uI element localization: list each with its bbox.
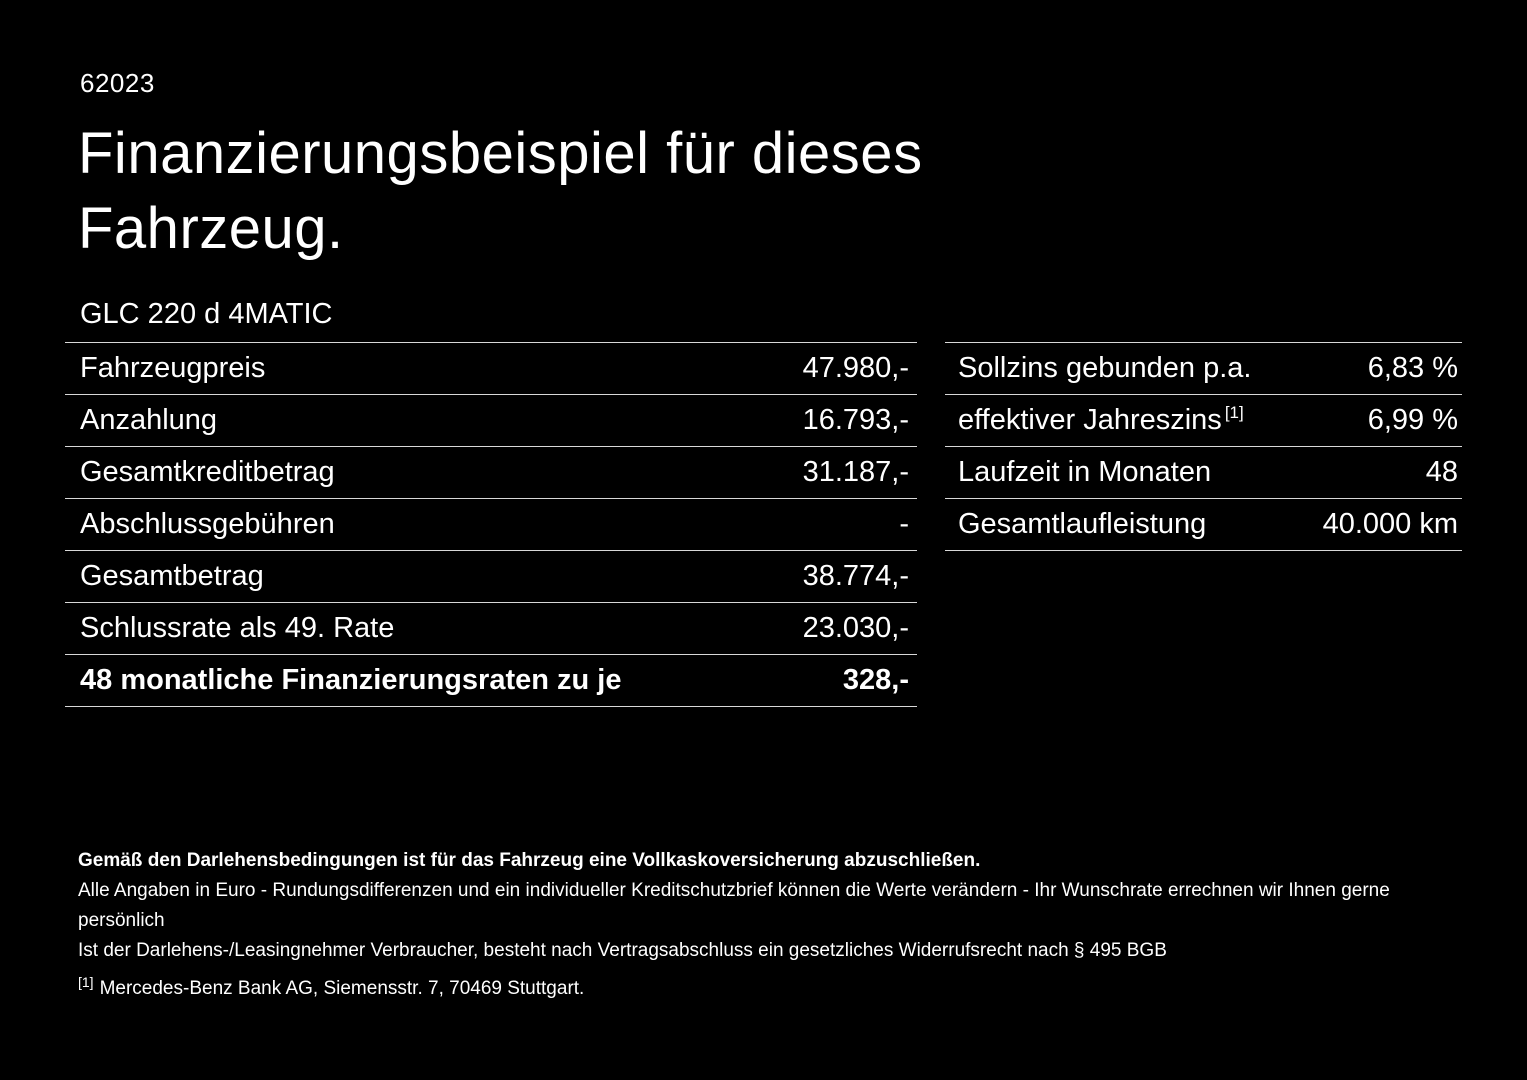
page-title-line1: Finanzierungsbeispiel für dieses — [78, 121, 923, 186]
row-label-text: effektiver Jahreszins — [958, 404, 1222, 436]
financing-table: Fahrzeugpreis 47.980,- Anzahlung 16.793,… — [65, 342, 917, 707]
footnote-insurance: Gemäß den Darlehensbedingungen ist für d… — [78, 850, 981, 871]
table-row: Fahrzeugpreis 47.980,- — [65, 342, 917, 394]
row-value: 6,99 % — [1367, 404, 1458, 436]
page-title: Finanzierungsbeispiel für dieses Fahrzeug… — [78, 116, 923, 267]
row-value: 48 — [1425, 456, 1458, 488]
conditions-table: Sollzins gebunden p.a. 6,83 % effektiver… — [945, 342, 1462, 551]
row-label: Anzahlung — [80, 404, 218, 436]
footnote-bank-text: Mercedes-Benz Bank AG, Siemensstr. 7, 70… — [99, 978, 585, 999]
row-label: Gesamtlaufleistung — [958, 508, 1207, 540]
vehicle-model: GLC 220 d 4MATIC — [80, 298, 333, 330]
table-row: Sollzins gebunden p.a. 6,83 % — [945, 342, 1462, 394]
row-value: 40.000 km — [1322, 508, 1458, 540]
row-value: - — [899, 508, 909, 540]
row-value: 328,- — [842, 664, 909, 696]
table-row: Gesamtlaufleistung 40.000 km — [945, 498, 1462, 550]
row-label: Gesamtbetrag — [80, 560, 264, 592]
table-row: Gesamtbetrag 38.774,- — [65, 550, 917, 602]
page-title-line2: Fahrzeug. — [78, 196, 344, 262]
table-row: Anzahlung 16.793,- — [65, 394, 917, 446]
row-value: 23.030,- — [802, 612, 909, 644]
table-row: Abschlussgebühren - — [65, 498, 917, 550]
table-row: Gesamtkreditbetrag 31.187,- — [65, 446, 917, 498]
footnote-euro: Alle Angaben in Euro - Rundungsdifferenz… — [78, 880, 1390, 931]
row-label: Laufzeit in Monaten — [958, 456, 1212, 488]
row-value: 47.980,- — [802, 352, 909, 384]
row-label: Abschlussgebühren — [80, 508, 335, 540]
row-label: Schlussrate als 49. Rate — [80, 612, 395, 644]
row-label: effektiver Jahreszins [1] — [958, 403, 1244, 436]
page-code: 62023 — [80, 68, 155, 98]
row-value: 6,83 % — [1367, 352, 1458, 384]
row-value: 31.187,- — [802, 456, 909, 488]
footnote-marker: [1] — [78, 973, 94, 990]
table-row: effektiver Jahreszins [1] 6,99 % — [945, 394, 1462, 446]
row-label: Gesamtkreditbetrag — [80, 456, 335, 488]
row-value: 38.774,- — [802, 560, 909, 592]
row-label: Sollzins gebunden p.a. — [958, 352, 1252, 384]
table-row: Schlussrate als 49. Rate 23.030,- — [65, 602, 917, 654]
table-row: Laufzeit in Monaten 48 — [945, 446, 1462, 498]
footnote-withdrawal: Ist der Darlehens-/Leasingnehmer Verbrau… — [78, 940, 1167, 961]
footnote-bank: [1] Mercedes-Benz Bank AG, Siemensstr. 7,… — [78, 974, 1458, 1004]
footnote-marker: [1] — [1224, 403, 1244, 423]
row-label: 48 monatliche Finanzierungsraten zu je — [80, 664, 622, 696]
row-label: Fahrzeugpreis — [80, 352, 266, 384]
row-value: 16.793,- — [802, 404, 909, 436]
footnotes: Gemäß den Darlehensbedingungen ist für d… — [78, 846, 1458, 1004]
table-row-monthly-rate: 48 monatliche Finanzierungsraten zu je 3… — [65, 654, 917, 706]
